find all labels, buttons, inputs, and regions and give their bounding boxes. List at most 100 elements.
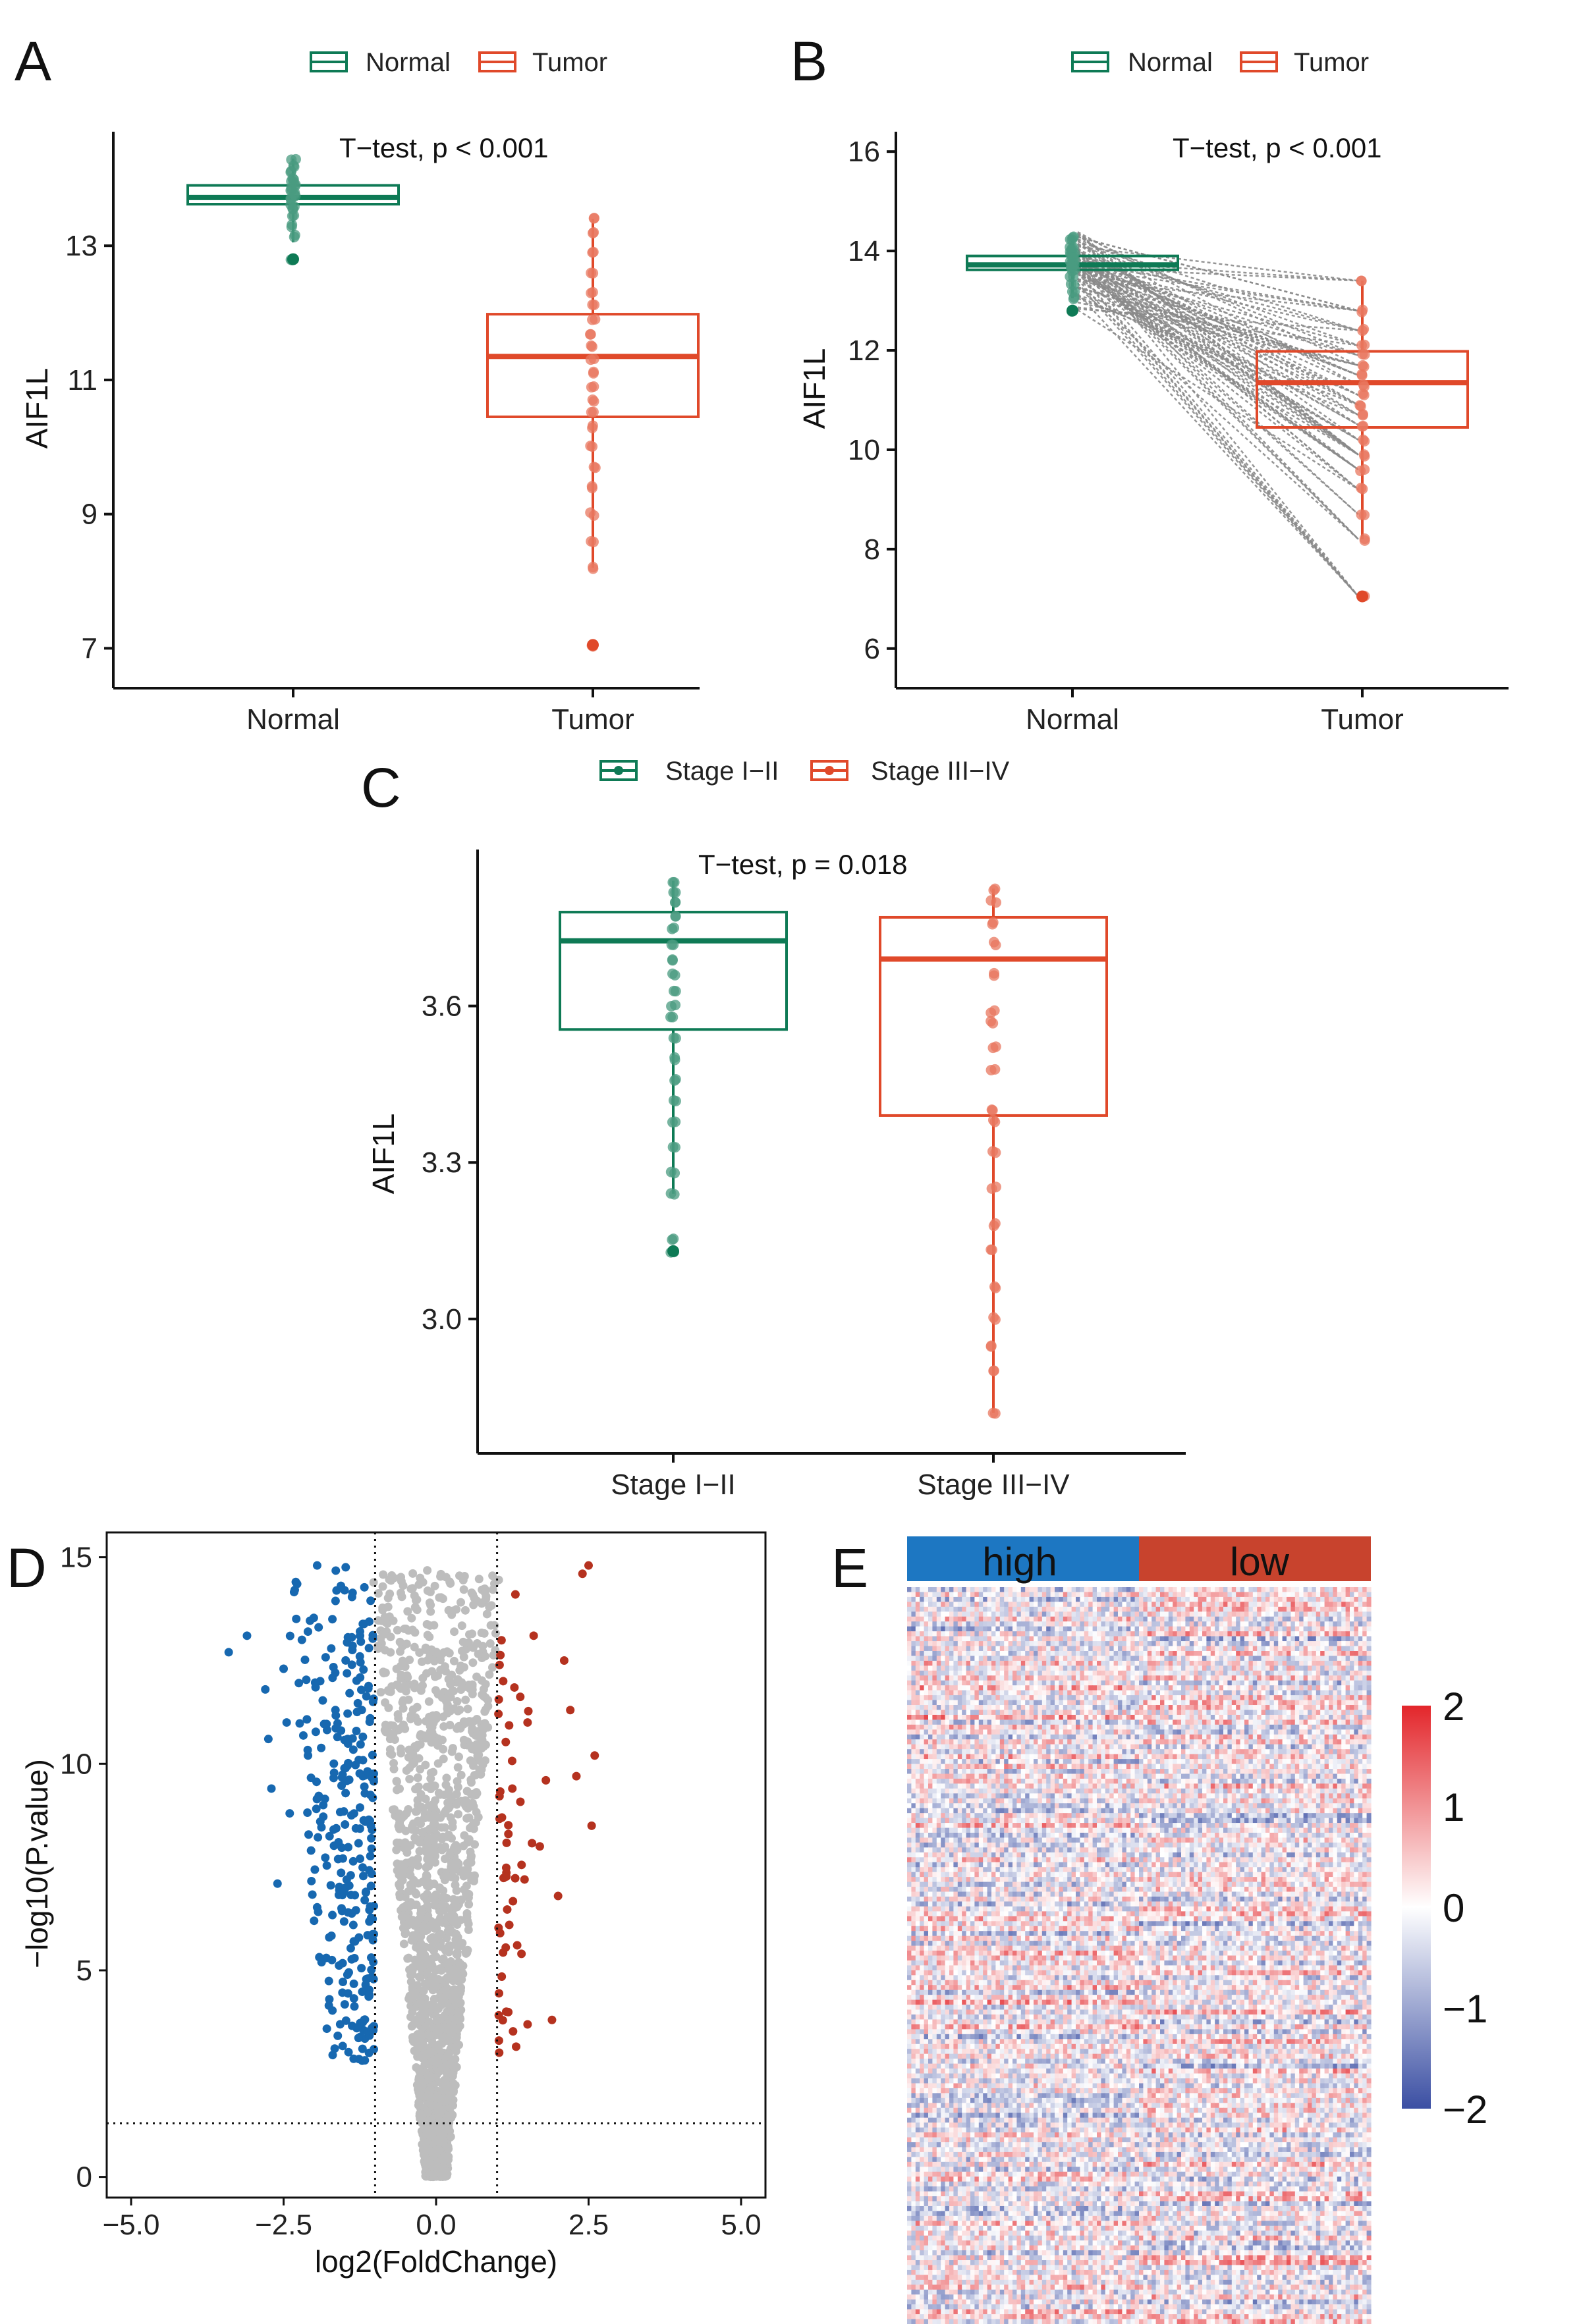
heatmap-cell: [1076, 1636, 1080, 1642]
heatmap-cell: [941, 1671, 945, 1676]
heatmap-cell: [1278, 1690, 1283, 1696]
heatmap-cell: [1262, 1627, 1266, 1632]
heatmap-cell: [1290, 1602, 1295, 1607]
heatmap-cell: [1021, 1681, 1026, 1686]
heatmap-cell: [991, 1671, 996, 1676]
volcano-point-ns: [441, 1824, 449, 1832]
heatmap-cell: [1232, 1681, 1236, 1686]
heatmap-cell: [1211, 1621, 1215, 1627]
volcano-point-ns: [446, 2007, 455, 2016]
heatmap-cell: [1151, 1665, 1156, 1671]
heatmap-cell: [995, 1587, 1000, 1592]
heatmap-cell: [1130, 1641, 1135, 1646]
heatmap-cell: [1274, 1636, 1279, 1642]
sample-point: [987, 1042, 998, 1053]
heatmap-cell: [1076, 1611, 1080, 1617]
heatmap-cell: [1206, 1602, 1211, 1607]
heatmap-cell: [1000, 1695, 1005, 1700]
heatmap-cell: [1274, 1685, 1279, 1690]
volcano-point-down: [314, 1623, 323, 1632]
heatmap-cell: [928, 1627, 933, 1632]
heatmap-cell: [1333, 1685, 1337, 1690]
heatmap-cell: [1173, 1617, 1177, 1622]
heatmap-cell: [1308, 1685, 1312, 1690]
heatmap-cell: [1269, 1636, 1274, 1642]
heatmap-cell: [1009, 1592, 1013, 1597]
heatmap-cell: [1257, 1641, 1262, 1646]
volcano-point-ns: [397, 1824, 406, 1832]
heatmap-cell: [1312, 1681, 1316, 1686]
heatmap-cell: [1059, 1661, 1063, 1666]
heatmap-cell: [1164, 1631, 1169, 1636]
heatmap-cell: [1358, 1602, 1363, 1607]
heatmap-cell: [974, 1646, 979, 1652]
heatmap-cell: [1185, 1685, 1190, 1690]
heatmap-cell: [1025, 1602, 1030, 1607]
heatmap-cell: [1236, 1671, 1240, 1676]
heatmap-cell: [1329, 1611, 1333, 1617]
panel-b-y-title: AIF1L: [797, 348, 831, 429]
heatmap-cell: [1329, 1681, 1333, 1686]
heatmap-cell: [1274, 1597, 1279, 1602]
heatmap-cell: [974, 1607, 979, 1612]
heatmap-cell: [1320, 1611, 1325, 1617]
heatmap-cell: [987, 1665, 992, 1671]
heatmap-cell: [1038, 1602, 1042, 1607]
volcano-point-ns: [491, 1629, 500, 1638]
heatmap-cell: [937, 1602, 941, 1607]
heatmap-cell: [1194, 1651, 1198, 1656]
heatmap-cell: [949, 1661, 954, 1666]
heatmap-cell: [1202, 1587, 1207, 1592]
heatmap-cell: [1084, 1597, 1089, 1602]
heatmap-cell: [1194, 1592, 1198, 1597]
heatmap-cell: [1067, 1617, 1072, 1622]
volcano-point-down: [330, 1841, 339, 1850]
heatmap-cell: [1126, 1617, 1131, 1622]
y-tick-label: 14: [848, 235, 880, 267]
heatmap-cell: [1367, 1597, 1372, 1602]
heatmap-cell: [1248, 1685, 1253, 1690]
heatmap-cell: [1030, 1646, 1034, 1652]
heatmap-cell: [1316, 1690, 1321, 1696]
volcano-point-down: [356, 1740, 365, 1748]
sample-point: [1359, 510, 1370, 520]
heatmap-cell: [1063, 1690, 1068, 1696]
volcano-point-ns: [462, 1909, 471, 1918]
heatmap-cell: [1190, 1646, 1194, 1652]
heatmap-cell: [1059, 1651, 1063, 1656]
heatmap-cell: [928, 1611, 933, 1617]
volcano-point-down: [359, 1665, 368, 1674]
heatmap-cell: [1139, 1681, 1144, 1686]
heatmap-cell: [1278, 1607, 1283, 1612]
heatmap-cell: [1164, 1611, 1169, 1617]
heatmap-cell: [1346, 1597, 1350, 1602]
volcano-point-up: [505, 1920, 514, 1929]
heatmap-cell: [1004, 1636, 1009, 1642]
heatmap-cell: [983, 1690, 987, 1696]
heatmap-cell: [1211, 1681, 1215, 1686]
volcano-point-down: [325, 1832, 334, 1841]
heatmap-cell: [1269, 1656, 1274, 1661]
heatmap-cell: [987, 1627, 992, 1632]
heatmap-cell: [1354, 1671, 1358, 1676]
heatmap-cell: [1046, 1671, 1051, 1676]
heatmap-cell: [1181, 1617, 1186, 1622]
volcano-point-up: [524, 1707, 533, 1716]
heatmap-cell: [1063, 1636, 1068, 1642]
heatmap-cell: [928, 1617, 933, 1622]
heatmap-cell: [932, 1651, 937, 1656]
heatmap-cell: [1034, 1671, 1038, 1676]
heatmap-cell: [1143, 1617, 1148, 1622]
heatmap-cell: [1244, 1671, 1249, 1676]
volcano-point-ns: [452, 2025, 460, 2034]
heatmap-cell: [1358, 1617, 1363, 1622]
heatmap-cell: [941, 1627, 945, 1632]
volcano-point-ns: [408, 1985, 417, 1993]
heatmap-cell: [1173, 1685, 1177, 1690]
heatmap-cell: [1295, 1685, 1300, 1690]
heatmap-cell: [1038, 1656, 1042, 1661]
heatmap-cell: [1055, 1587, 1059, 1592]
heatmap-cell: [1122, 1661, 1126, 1666]
heatmap-cell: [1009, 1587, 1013, 1592]
heatmap-cell: [1093, 1627, 1097, 1632]
